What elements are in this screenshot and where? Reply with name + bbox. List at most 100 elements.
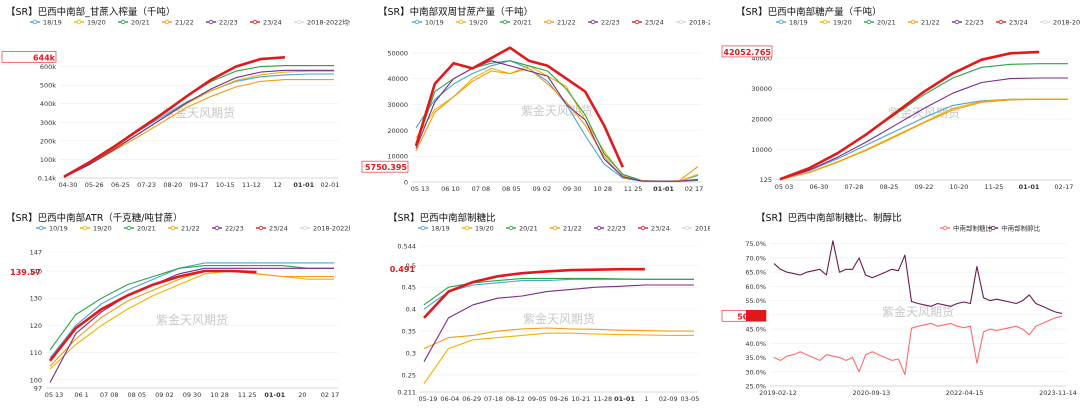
legend-label: 18/19 [789, 19, 808, 27]
x-tick-label: 07 08 [100, 391, 119, 399]
x-tick-label: 06-30 [810, 183, 829, 191]
legend-marker [420, 225, 426, 231]
x-tick-label: 09-17 [190, 181, 209, 189]
legend-marker [464, 225, 470, 231]
series-line [414, 46, 624, 168]
chart-canvas: 25.0% 30.0% 35.0% 40.0% 45.0% 50.0% 55.0% 60.0%… [721, 224, 1077, 397]
end-value-label: 644k [33, 53, 56, 62]
legend-marker [596, 225, 602, 231]
x-tick-label: 07 08 [472, 185, 491, 193]
series-line [415, 67, 699, 183]
y-tick-label: 30.0% [745, 368, 766, 376]
y-tick-label: 100k [40, 156, 56, 164]
x-tick-label: 06 1 [74, 391, 88, 399]
x-tick-label: 1 [644, 395, 648, 403]
legend-label: 中南部制糖比 [953, 224, 993, 233]
end-value-label: 42052.765 [723, 48, 771, 57]
y-tick-label: 20000 [387, 127, 408, 135]
y-tick-label: 97 [34, 385, 42, 393]
x-tick-label: 01-01 [614, 395, 635, 403]
legend-label: 2018-2022均值 [313, 224, 350, 233]
x-tick-label: 08-25 [880, 183, 899, 191]
y-tick-label: 60.0% [745, 283, 766, 291]
x-tick-label: 12 [273, 181, 281, 189]
series-line [49, 265, 334, 351]
y-tick-label: 0.14k [38, 174, 56, 182]
legend-marker [910, 19, 916, 25]
end-label-box [721, 45, 773, 58]
legend-marker [590, 19, 596, 25]
y-tick-label: 45.0% [745, 326, 766, 334]
y-tick-label: 50000 [387, 49, 408, 57]
x-tick-label: 08-12 [506, 395, 525, 403]
x-tick-label: 07-23 [137, 181, 156, 189]
end-label-box [1, 50, 57, 63]
y-tick-label: 40000 [751, 55, 772, 63]
legend-marker [126, 225, 132, 231]
series-line [415, 60, 699, 182]
legend-label: 21/22 [921, 19, 940, 27]
legend-label: 10/19 [49, 225, 68, 233]
series-line [63, 56, 285, 178]
legend-marker [170, 225, 176, 231]
legend-label: 20/21 [131, 19, 150, 27]
x-tick-label: 11 25 [238, 391, 257, 399]
x-tick-label: 06 10 [441, 185, 460, 193]
legend-label: 23/24 [269, 225, 288, 233]
x-tick-label: 2022-04-15 [946, 389, 984, 397]
x-tick-label: 04-30 [59, 181, 78, 189]
x-tick-label: 20 [298, 391, 306, 399]
chart-title: 【SR】巴西中南部糖产量（千吨） [736, 7, 882, 18]
y-tick-label: 0.5 [406, 262, 416, 270]
legend-marker [998, 19, 1004, 25]
x-tick-label: 10-20 [950, 183, 969, 191]
legend-label: 20/21 [519, 225, 538, 233]
x-tick-label: 09-26 [550, 395, 569, 403]
series-line [415, 65, 699, 183]
y-tick-label: 30000 [387, 101, 408, 109]
legend-label: 23/24 [263, 19, 282, 27]
end-value-label: 0.491 [390, 265, 416, 274]
x-tick-label: 11 25 [624, 185, 643, 193]
legend-label: 10/19 [425, 19, 444, 27]
chart-title: 【SR】中南部双周甘蔗产量（千吨） [378, 7, 534, 18]
chart-canvas: 0.211 0.25 0.3 0.35 0.4 0.45 0.5 0.544 05-19 06-0… [390, 224, 710, 404]
series-line [779, 98, 1068, 181]
legend-marker [640, 225, 646, 231]
y-tick-label: 55.0% [745, 297, 766, 305]
y-tick-label: 70.0% [745, 254, 766, 262]
chart-title: 【SR】巴西中南部ATR（千克糖/吨甘蔗） [6, 213, 183, 224]
series-line [63, 65, 334, 177]
series-line [423, 278, 694, 310]
legend-label: 23/24 [645, 19, 664, 27]
x-tick-label: 10-15 [216, 181, 235, 189]
chart-canvas: 125 10000 20000 30000 40000 05 03 06-30 07-28 08… [721, 18, 1080, 191]
x-tick-label: 2019-02-12 [759, 389, 797, 397]
legend-label: 21/22 [563, 225, 582, 233]
legend-marker [502, 19, 508, 25]
legend-label: 22/23 [225, 225, 244, 233]
y-tick-label: 0.45 [402, 284, 416, 292]
legend-marker [208, 19, 214, 25]
legend-label: 中南部制醇比 [1001, 224, 1040, 233]
series-line [63, 79, 334, 178]
legend-label: 22/23 [607, 225, 626, 233]
x-tick-label: 06-25 [111, 181, 130, 189]
watermark: 紫金天风期货 [888, 105, 960, 120]
legend-label: 20/21 [137, 225, 156, 233]
watermark: 紫金天风期货 [523, 311, 595, 326]
legend-label: 20/21 [877, 19, 896, 27]
legend-marker [82, 225, 88, 231]
x-tick-label: 09 30 [183, 391, 202, 399]
x-tick-label: 02-09 [659, 395, 678, 403]
legend-marker [546, 19, 552, 25]
x-tick-label: 05-19 [419, 395, 438, 403]
legend-label: 22/23 [601, 19, 620, 27]
legend-marker [1042, 19, 1048, 25]
legend-label: 18/19 [431, 225, 450, 233]
x-tick-label: 01-01 [293, 181, 314, 189]
legend-label: 23/24 [1009, 19, 1028, 27]
x-tick-label: 07-28 [845, 183, 864, 191]
x-tick-label: 06-04 [440, 395, 459, 403]
